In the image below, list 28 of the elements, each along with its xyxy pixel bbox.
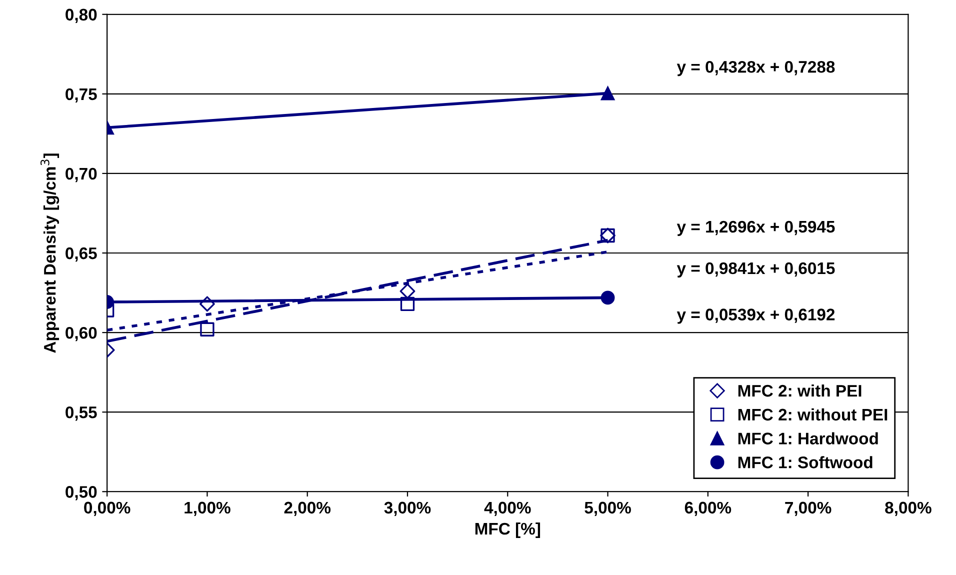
x-axis-title: MFC [%] bbox=[475, 522, 540, 538]
annotation: y = 0,4328x + 0,7288 bbox=[676, 60, 835, 76]
annotation: y = 0,0539x + 0,6192 bbox=[676, 308, 835, 324]
x-tick-label: 1,00% bbox=[184, 502, 230, 516]
x-tick-label: 5,00% bbox=[584, 502, 631, 516]
legend-label: MFC 1: Hardwood bbox=[738, 432, 878, 444]
x-tick-label: 0,00% bbox=[84, 502, 130, 516]
x-tick-label: 4,00% bbox=[484, 502, 531, 516]
y-tick-label: 0,80 bbox=[66, 8, 97, 23]
x-tick-label: 6,00% bbox=[684, 502, 732, 516]
y-tick-label: 0,65 bbox=[66, 247, 97, 262]
annotation: y = 1,2696x + 0,5945 bbox=[676, 220, 835, 236]
legend-label: MFC 1: Softwood bbox=[738, 456, 872, 468]
point bbox=[400, 296, 415, 311]
annotation: y = 0,9841x + 0,6015 bbox=[676, 262, 835, 278]
y-axis-title: Apparent Density [g/cm$^{3}$] bbox=[40, 154, 60, 353]
x-tick-label: 3,00% bbox=[384, 502, 431, 516]
y-tick-label: 0,50 bbox=[66, 486, 97, 500]
y-tick-label: 0,55 bbox=[66, 406, 97, 421]
x-tick-label: 2,00% bbox=[284, 502, 331, 516]
y-tick-label: 0,75 bbox=[66, 88, 97, 103]
y-tick-label: 0,60 bbox=[66, 326, 97, 342]
x-tick-label: 7,00% bbox=[785, 502, 832, 516]
x-tick-label: 8,00% bbox=[885, 502, 932, 516]
legend-label: MFC 2: without PEI bbox=[738, 408, 888, 421]
y-tick-label: 0,70 bbox=[66, 168, 97, 182]
legend-label: MFC 2: with PEI bbox=[738, 384, 862, 397]
point bbox=[400, 283, 416, 299]
